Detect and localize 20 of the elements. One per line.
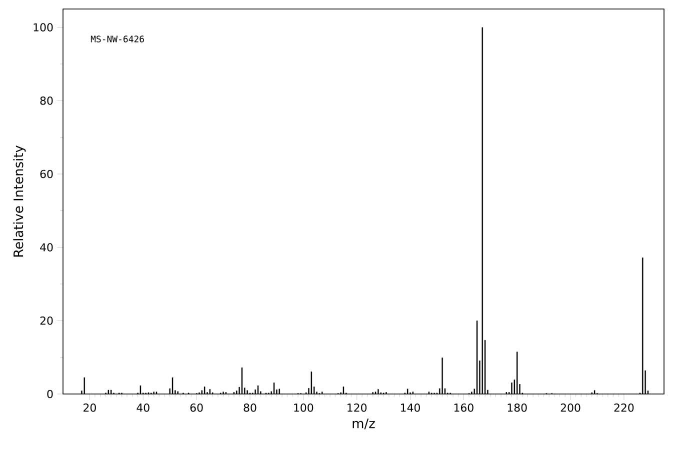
y-tick-label: 20	[40, 316, 53, 325]
x-tick-label: 80	[244, 404, 256, 412]
x-tick-label: 40	[136, 404, 150, 412]
y-tick-label: 100	[34, 23, 53, 32]
x-tick-label: 60	[190, 404, 203, 412]
x-tick-label: 120	[348, 404, 367, 412]
y-tick-label: 80	[40, 96, 53, 105]
y-tick-label: 0	[47, 390, 53, 398]
x-tick-label: 180	[508, 404, 527, 412]
annotation: MS-NW-6426	[90, 36, 144, 42]
y-tick-label: 60	[40, 170, 53, 178]
y-axis-title: Relative Intensity	[13, 146, 26, 257]
x-tick-label: 220	[614, 404, 634, 412]
x-tick-label: 20	[84, 404, 96, 412]
x-tick-label: 100	[294, 404, 314, 412]
y-tick-label: 40	[40, 243, 53, 252]
x-tick-label: 140	[400, 404, 420, 412]
x-tick-label: 200	[560, 404, 580, 412]
x-tick-label: 160	[454, 404, 474, 412]
x-axis-title: m/z	[352, 418, 375, 430]
